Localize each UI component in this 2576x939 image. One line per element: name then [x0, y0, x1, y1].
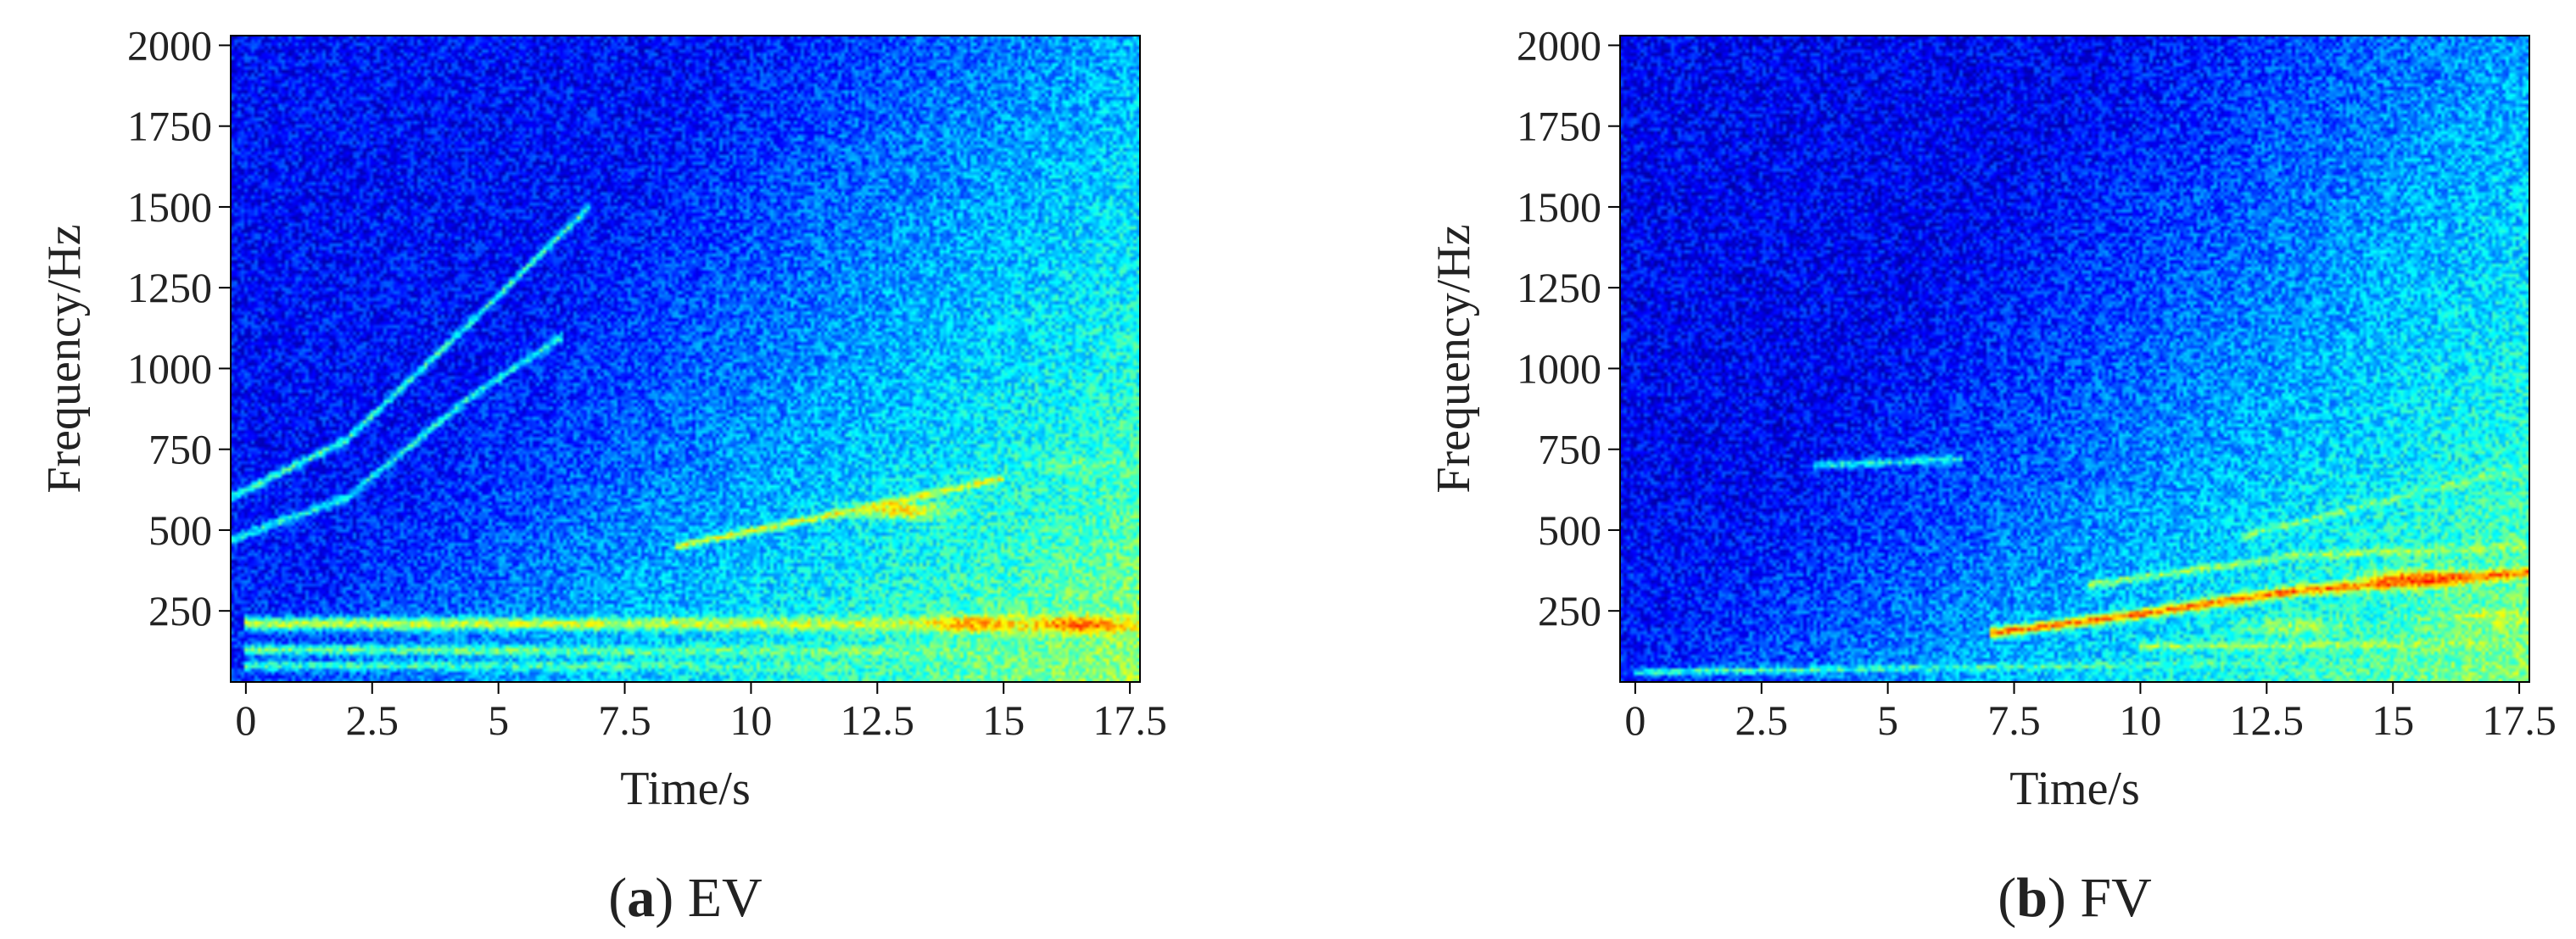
panel-b-y-tick-label: 2000	[1517, 21, 1601, 69]
panel-a-y-tick-label: 1250	[127, 264, 212, 311]
panel-b-y-tick-label: 750	[1538, 426, 1601, 473]
panel-b-y-tick-label: 250	[1538, 587, 1601, 634]
panel-a-spectrogram-image	[231, 36, 1140, 682]
panel-a-letter: a	[627, 867, 655, 929]
panel-a-x-tick-label: 0	[235, 696, 256, 744]
panel-b-x-tick-label: 12.5	[2230, 696, 2305, 744]
panel-b-x-tick-label: 15	[2372, 696, 2414, 744]
panel-b-heatmap	[1620, 36, 2529, 682]
panel-b-caption-text: FV	[2066, 867, 2152, 929]
panel-b: 0 2.5 5 7.5 10 12.5 15 17.5 250 500 750 1000 1250 150…	[1428, 21, 2556, 929]
panel-b-ticks: 0 2.5 5 7.5 10 12.5 15 17.5 250 500 750 1000 1250 150…	[1517, 21, 2556, 744]
panel-a-y-tick-label: 1750	[127, 103, 212, 150]
panel-a-x-tick-label: 12.5	[841, 696, 915, 744]
panel-a-plot-frame	[230, 35, 1141, 683]
panel-b-y-tick-label: 1750	[1517, 103, 1601, 150]
panel-b-spectrogram-image	[1620, 36, 2529, 682]
panel-a-xlabel: Time/s	[620, 763, 751, 815]
panel-a: 0 2.5 5 7.5 10 12.5 15 17.5 250 500 750 1000 1250 150…	[38, 21, 1167, 929]
panel-b-x-tick-label: 17.5	[2482, 696, 2556, 744]
panel-b-caption: (b) FV	[1998, 867, 2152, 929]
panel-b-y-tick-label: 1250	[1517, 264, 1601, 311]
panel-a-y-tick-label: 500	[148, 506, 212, 554]
panel-b-y-tick-label: 500	[1538, 506, 1601, 554]
panel-a-heatmap	[231, 36, 1140, 682]
panel-a-y-tick-label: 1500	[127, 183, 212, 231]
panel-a-x-tick-label: 7.5	[598, 696, 651, 744]
panel-a-caption: (a) EV	[608, 867, 762, 929]
panel-b-xlabel: Time/s	[2009, 763, 2140, 815]
panel-a-ticks: 0 2.5 5 7.5 10 12.5 15 17.5 250 500 750 1000 1250 150…	[127, 21, 1167, 744]
panel-a-ylabel: Frequency/Hz	[38, 224, 91, 493]
panel-a-x-tick-label: 10	[729, 696, 772, 744]
panel-b-x-tick-label: 7.5	[1987, 696, 2041, 744]
panel-a-x-tick-label: 5	[488, 696, 509, 744]
panel-b-plot-frame	[1619, 35, 2530, 683]
panel-b-ylabel: Frequency/Hz	[1428, 224, 1480, 493]
panel-a-y-tick-label: 750	[148, 426, 212, 473]
panel-a-y-tick-label: 1000	[127, 344, 212, 392]
panel-b-x-tick-label: 10	[2119, 696, 2161, 744]
panel-a-x-tick-label: 17.5	[1092, 696, 1167, 744]
panel-b-y-tick-label: 1000	[1517, 344, 1601, 392]
panel-a-caption-text: EV	[673, 867, 762, 929]
panel-b-x-tick-label: 0	[1624, 696, 1646, 744]
panel-b-x-tick-label: 5	[1877, 696, 1898, 744]
panel-b-x-tick-label: 2.5	[1735, 696, 1789, 744]
panel-a-y-tick-label: 2000	[127, 21, 212, 69]
panel-a-x-tick-label: 15	[982, 696, 1025, 744]
panel-b-letter: b	[2016, 867, 2048, 929]
panel-b-y-tick-label: 1500	[1517, 183, 1601, 231]
panel-a-x-tick-label: 2.5	[346, 696, 400, 744]
panel-a-y-tick-label: 250	[148, 587, 212, 634]
